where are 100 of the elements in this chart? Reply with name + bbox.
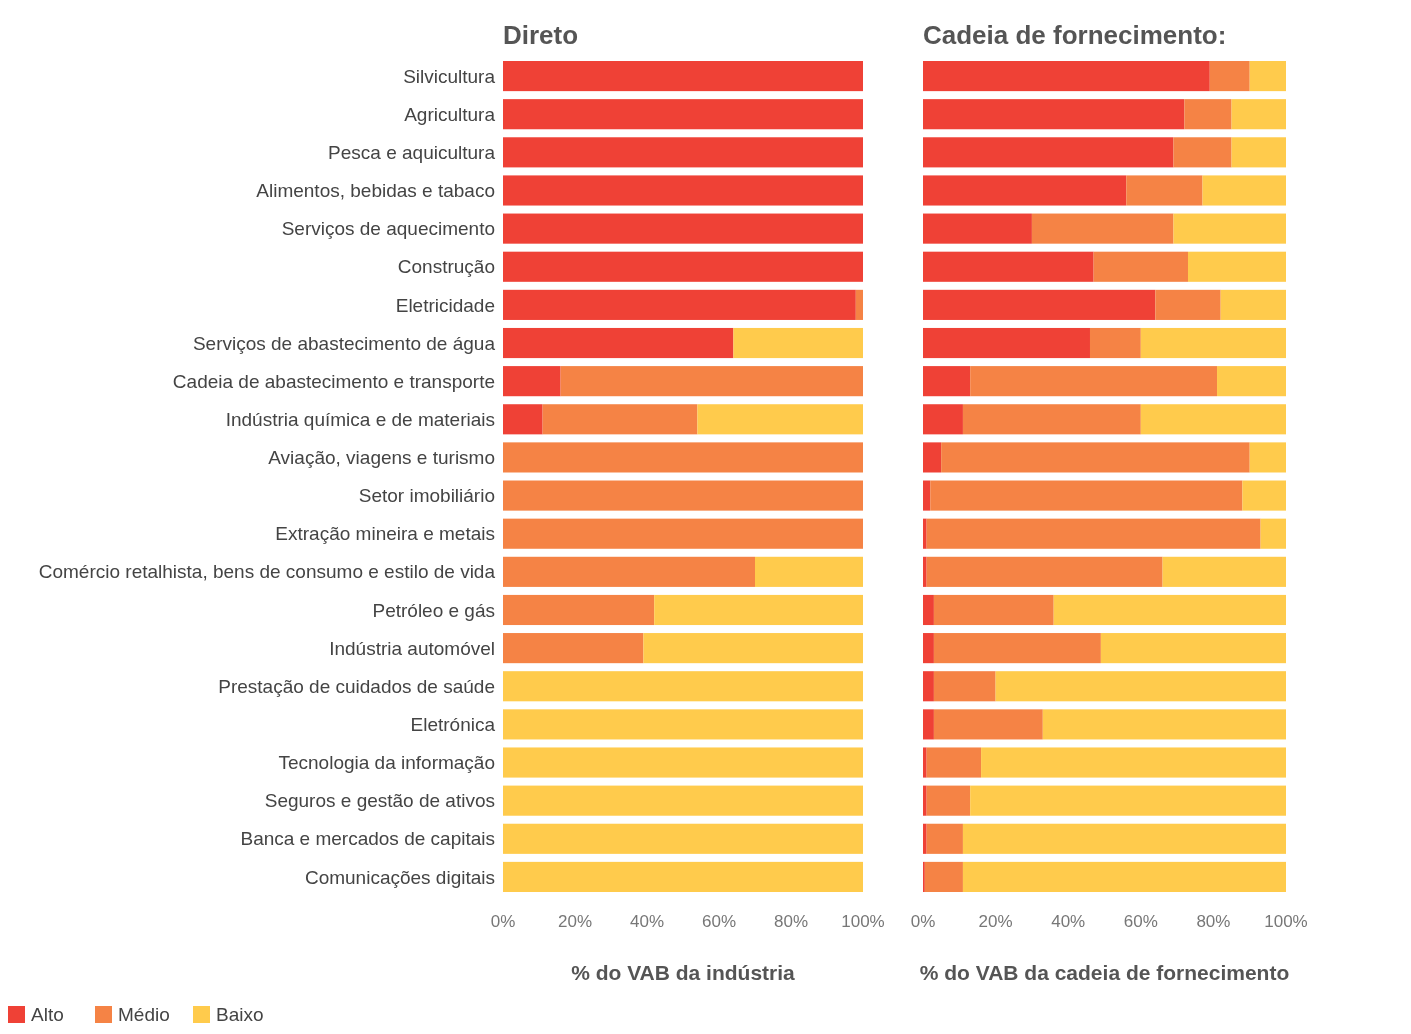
bar: [926, 556, 1163, 587]
bar: [503, 518, 863, 549]
bar: [926, 518, 1261, 549]
bar: [923, 289, 1156, 320]
bar: [923, 366, 971, 397]
bar: [923, 251, 1094, 282]
bar: [933, 594, 1054, 626]
y-tick-label: Banca e mercados de capitais: [240, 828, 495, 850]
bar: [1202, 175, 1286, 206]
bar: [755, 556, 863, 587]
bar: [654, 594, 863, 626]
y-tick-label: Eletrónica: [410, 714, 496, 736]
bar: [923, 518, 927, 549]
bar: [503, 61, 863, 92]
x-tick-label: 0%: [910, 912, 936, 931]
bar: [1031, 213, 1174, 244]
bar: [503, 366, 561, 397]
y-tick-label: Setor imobiliário: [358, 485, 495, 507]
bar: [1100, 633, 1286, 664]
x-tick-label: 0%: [490, 912, 516, 931]
y-tick-label: Serviços de abastecimento de água: [192, 332, 496, 354]
bar: [643, 633, 863, 664]
bar: [923, 747, 927, 778]
y-tick-label: Alimentos, bebidas e tabaco: [256, 180, 495, 202]
x-tick-label: 100%: [841, 912, 885, 931]
y-tick-label: Eletricidade: [395, 294, 495, 316]
bar: [1155, 289, 1221, 320]
bar: [995, 671, 1286, 702]
y-tick-label: Agricultura: [404, 103, 496, 125]
bar: [941, 442, 1250, 473]
bar: [503, 747, 863, 778]
bar: [1093, 251, 1188, 282]
bar: [933, 709, 1043, 740]
bar: [926, 785, 971, 816]
bar: [970, 366, 1218, 397]
y-tick-label: Silvicultura: [403, 65, 496, 87]
y-tick-label: Petróleo e gás: [372, 599, 495, 621]
bar: [1126, 175, 1203, 206]
bar: [923, 709, 934, 740]
y-tick-label: Comércio retalhista, bens de consumo e estilo de vida: [38, 561, 496, 583]
bar: [923, 785, 927, 816]
bar: [923, 480, 931, 511]
bar: [1249, 61, 1286, 92]
bar: [503, 99, 863, 130]
y-tick-label: Seguros e gestão de ativos: [264, 790, 495, 812]
bar: [503, 633, 644, 664]
bar: [1242, 480, 1286, 511]
bar: [1042, 709, 1286, 740]
x-axis-title: % do VAB da indústria: [571, 961, 796, 984]
x-tick-label: 20%: [978, 912, 1013, 931]
y-tick-label: Tecnologia da informação: [278, 752, 495, 774]
y-tick-label: Comunicações digitais: [304, 866, 495, 888]
bar: [923, 823, 927, 854]
y-tick-label: Construção: [397, 256, 495, 278]
bar: [503, 785, 863, 816]
bar: [1220, 289, 1286, 320]
bar: [923, 213, 1032, 244]
bar: [503, 709, 863, 740]
bar: [923, 633, 934, 664]
bar: [923, 327, 1090, 359]
bar: [1209, 61, 1250, 92]
x-tick-label: 60%: [1123, 912, 1158, 931]
bar: [962, 823, 1286, 854]
bar: [503, 594, 655, 626]
bar: [970, 785, 1286, 816]
bar: [1217, 366, 1286, 397]
x-tick-label: 60%: [701, 912, 737, 931]
chart-title: Cadeia de fornecimento:: [923, 20, 1227, 50]
bar: [1231, 99, 1286, 130]
legend-label: Alto: [31, 1004, 64, 1025]
bar: [924, 861, 963, 892]
y-tick-label: Serviços de aquecimento: [281, 218, 495, 240]
x-tick-label: 40%: [1051, 912, 1086, 931]
y-tick-label: Cadeia de abastecimento e transporte: [172, 370, 495, 392]
bar: [503, 213, 863, 244]
bar: [923, 137, 1174, 168]
bar: [560, 366, 863, 397]
bar: [855, 289, 863, 320]
bar: [923, 556, 927, 587]
bar: [1173, 213, 1286, 244]
bar: [923, 99, 1185, 130]
y-tick-label: Extração mineira e metais: [275, 523, 495, 545]
bar: [1140, 404, 1286, 435]
bar: [962, 404, 1141, 435]
bar: [923, 671, 934, 702]
x-tick-label: 80%: [773, 912, 809, 931]
bar: [1089, 327, 1141, 359]
bar: [1260, 518, 1286, 549]
bar: [930, 480, 1243, 511]
bar: [503, 289, 856, 320]
bar: [503, 175, 863, 206]
bar: [503, 671, 863, 702]
bar: [1053, 594, 1286, 626]
bar: [503, 480, 863, 511]
bar: [923, 404, 963, 435]
bar: [926, 747, 982, 778]
bar: [503, 861, 863, 892]
x-tick-label: 100%: [1264, 912, 1308, 931]
bar: [503, 556, 755, 587]
bar: [503, 823, 863, 854]
